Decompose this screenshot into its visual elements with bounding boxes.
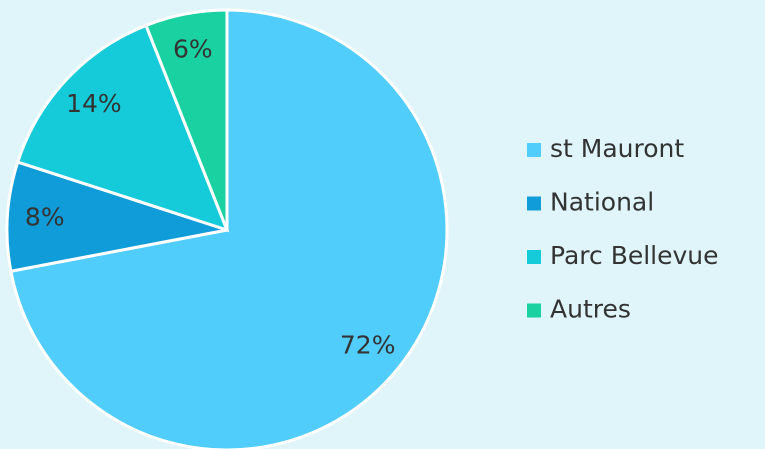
pie-slice <box>15 23 230 233</box>
data-label: 72% <box>340 330 396 359</box>
legend-swatch <box>527 250 541 264</box>
pie-slice <box>9 8 449 449</box>
legend-label: Parc Bellevue <box>550 241 719 270</box>
legend-label: Autres <box>550 295 631 324</box>
legend-swatch <box>527 196 541 211</box>
legend-label: st Mauront <box>550 134 684 163</box>
legend-swatch <box>527 143 541 157</box>
legend-swatch <box>527 303 541 318</box>
pie-slice <box>144 8 229 231</box>
legend-label: National <box>550 188 654 217</box>
pie-slice <box>5 160 228 273</box>
data-label: 8% <box>25 203 65 232</box>
data-label: 14% <box>66 89 122 118</box>
data-label: 6% <box>173 35 213 64</box>
